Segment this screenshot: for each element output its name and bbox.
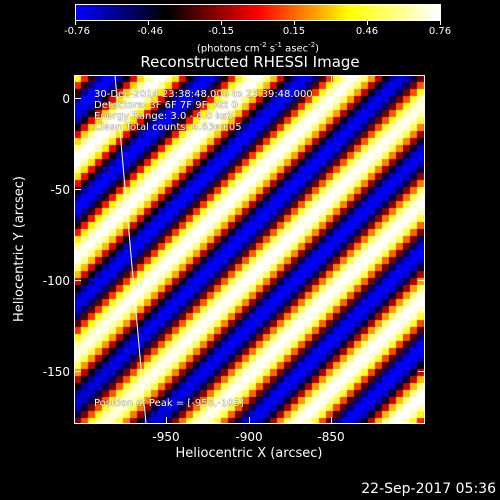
image-title: Reconstructed RHESSI Image	[140, 53, 360, 71]
colorbar-tick	[148, 20, 149, 25]
y-tick-label: 0	[62, 92, 70, 106]
colorbar-tick-label: 0.15	[282, 26, 306, 37]
annotation-time: 30-Dec-2014 23:38:48.000 to 23:39:48.000	[94, 89, 313, 100]
annotation-method: Clean Total counts: 4.63e+05	[94, 122, 242, 133]
x-tick-label: -850	[317, 430, 345, 444]
y-tick-label: -150	[42, 365, 70, 379]
x-major-tick	[249, 75, 250, 82]
x-tick-label: -950	[152, 430, 180, 444]
colorbar-tick-label: 0.76	[428, 26, 452, 37]
x-tick-label: -900	[235, 430, 263, 444]
annotation-energy: Energy Range: 3.0 - 6.0 keV	[94, 111, 234, 122]
limb-overlay	[114, 75, 147, 424]
annotation-detectors: Detectors: 3F 6F 7F 9F, Att 0	[94, 100, 238, 111]
colorbar-tick-label: -0.46	[137, 26, 163, 37]
rhessi-image	[74, 75, 425, 424]
colorbar-tick	[75, 20, 76, 25]
y-major-tick	[74, 189, 81, 190]
annotation-peak: Position of Peak = [-958,-105]	[94, 398, 244, 409]
y-tick-label: -50	[50, 183, 70, 197]
x-major-tick	[249, 417, 250, 424]
y-major-tick	[74, 280, 81, 281]
y-major-tick	[418, 280, 425, 281]
y-major-tick	[418, 371, 425, 372]
colorbar-units: (photons cm-2 s-1 asec-2)	[196, 41, 320, 55]
y-major-tick	[74, 98, 81, 99]
colorbar	[75, 4, 441, 21]
x-axis-label: Heliocentric X (arcsec)	[175, 446, 323, 461]
y-major-tick	[418, 98, 425, 99]
colorbar-tick-label: -0.15	[208, 26, 234, 37]
colorbar-tick	[367, 20, 368, 25]
solar-limb-line	[114, 75, 147, 424]
x-major-tick	[331, 417, 332, 424]
colorbar-tick-label: 0.46	[355, 26, 379, 37]
y-axis-label: Heliocentric Y (arcsec)	[12, 176, 27, 322]
y-major-tick	[418, 189, 425, 190]
y-major-tick	[74, 371, 81, 372]
colorbar-tick-label: -0.76	[64, 26, 90, 37]
colorbar-gradient	[76, 5, 440, 20]
colorbar-tick	[440, 20, 441, 25]
y-tick-label: -100	[42, 274, 70, 288]
x-major-tick	[331, 75, 332, 82]
colorbar-tick	[221, 20, 222, 25]
colorbar-tick	[294, 20, 295, 25]
x-major-tick	[166, 75, 167, 82]
footer-date: 22-Sep-2017 05:36	[361, 481, 496, 497]
heatmap-canvas	[74, 75, 425, 424]
x-major-tick	[166, 417, 167, 424]
